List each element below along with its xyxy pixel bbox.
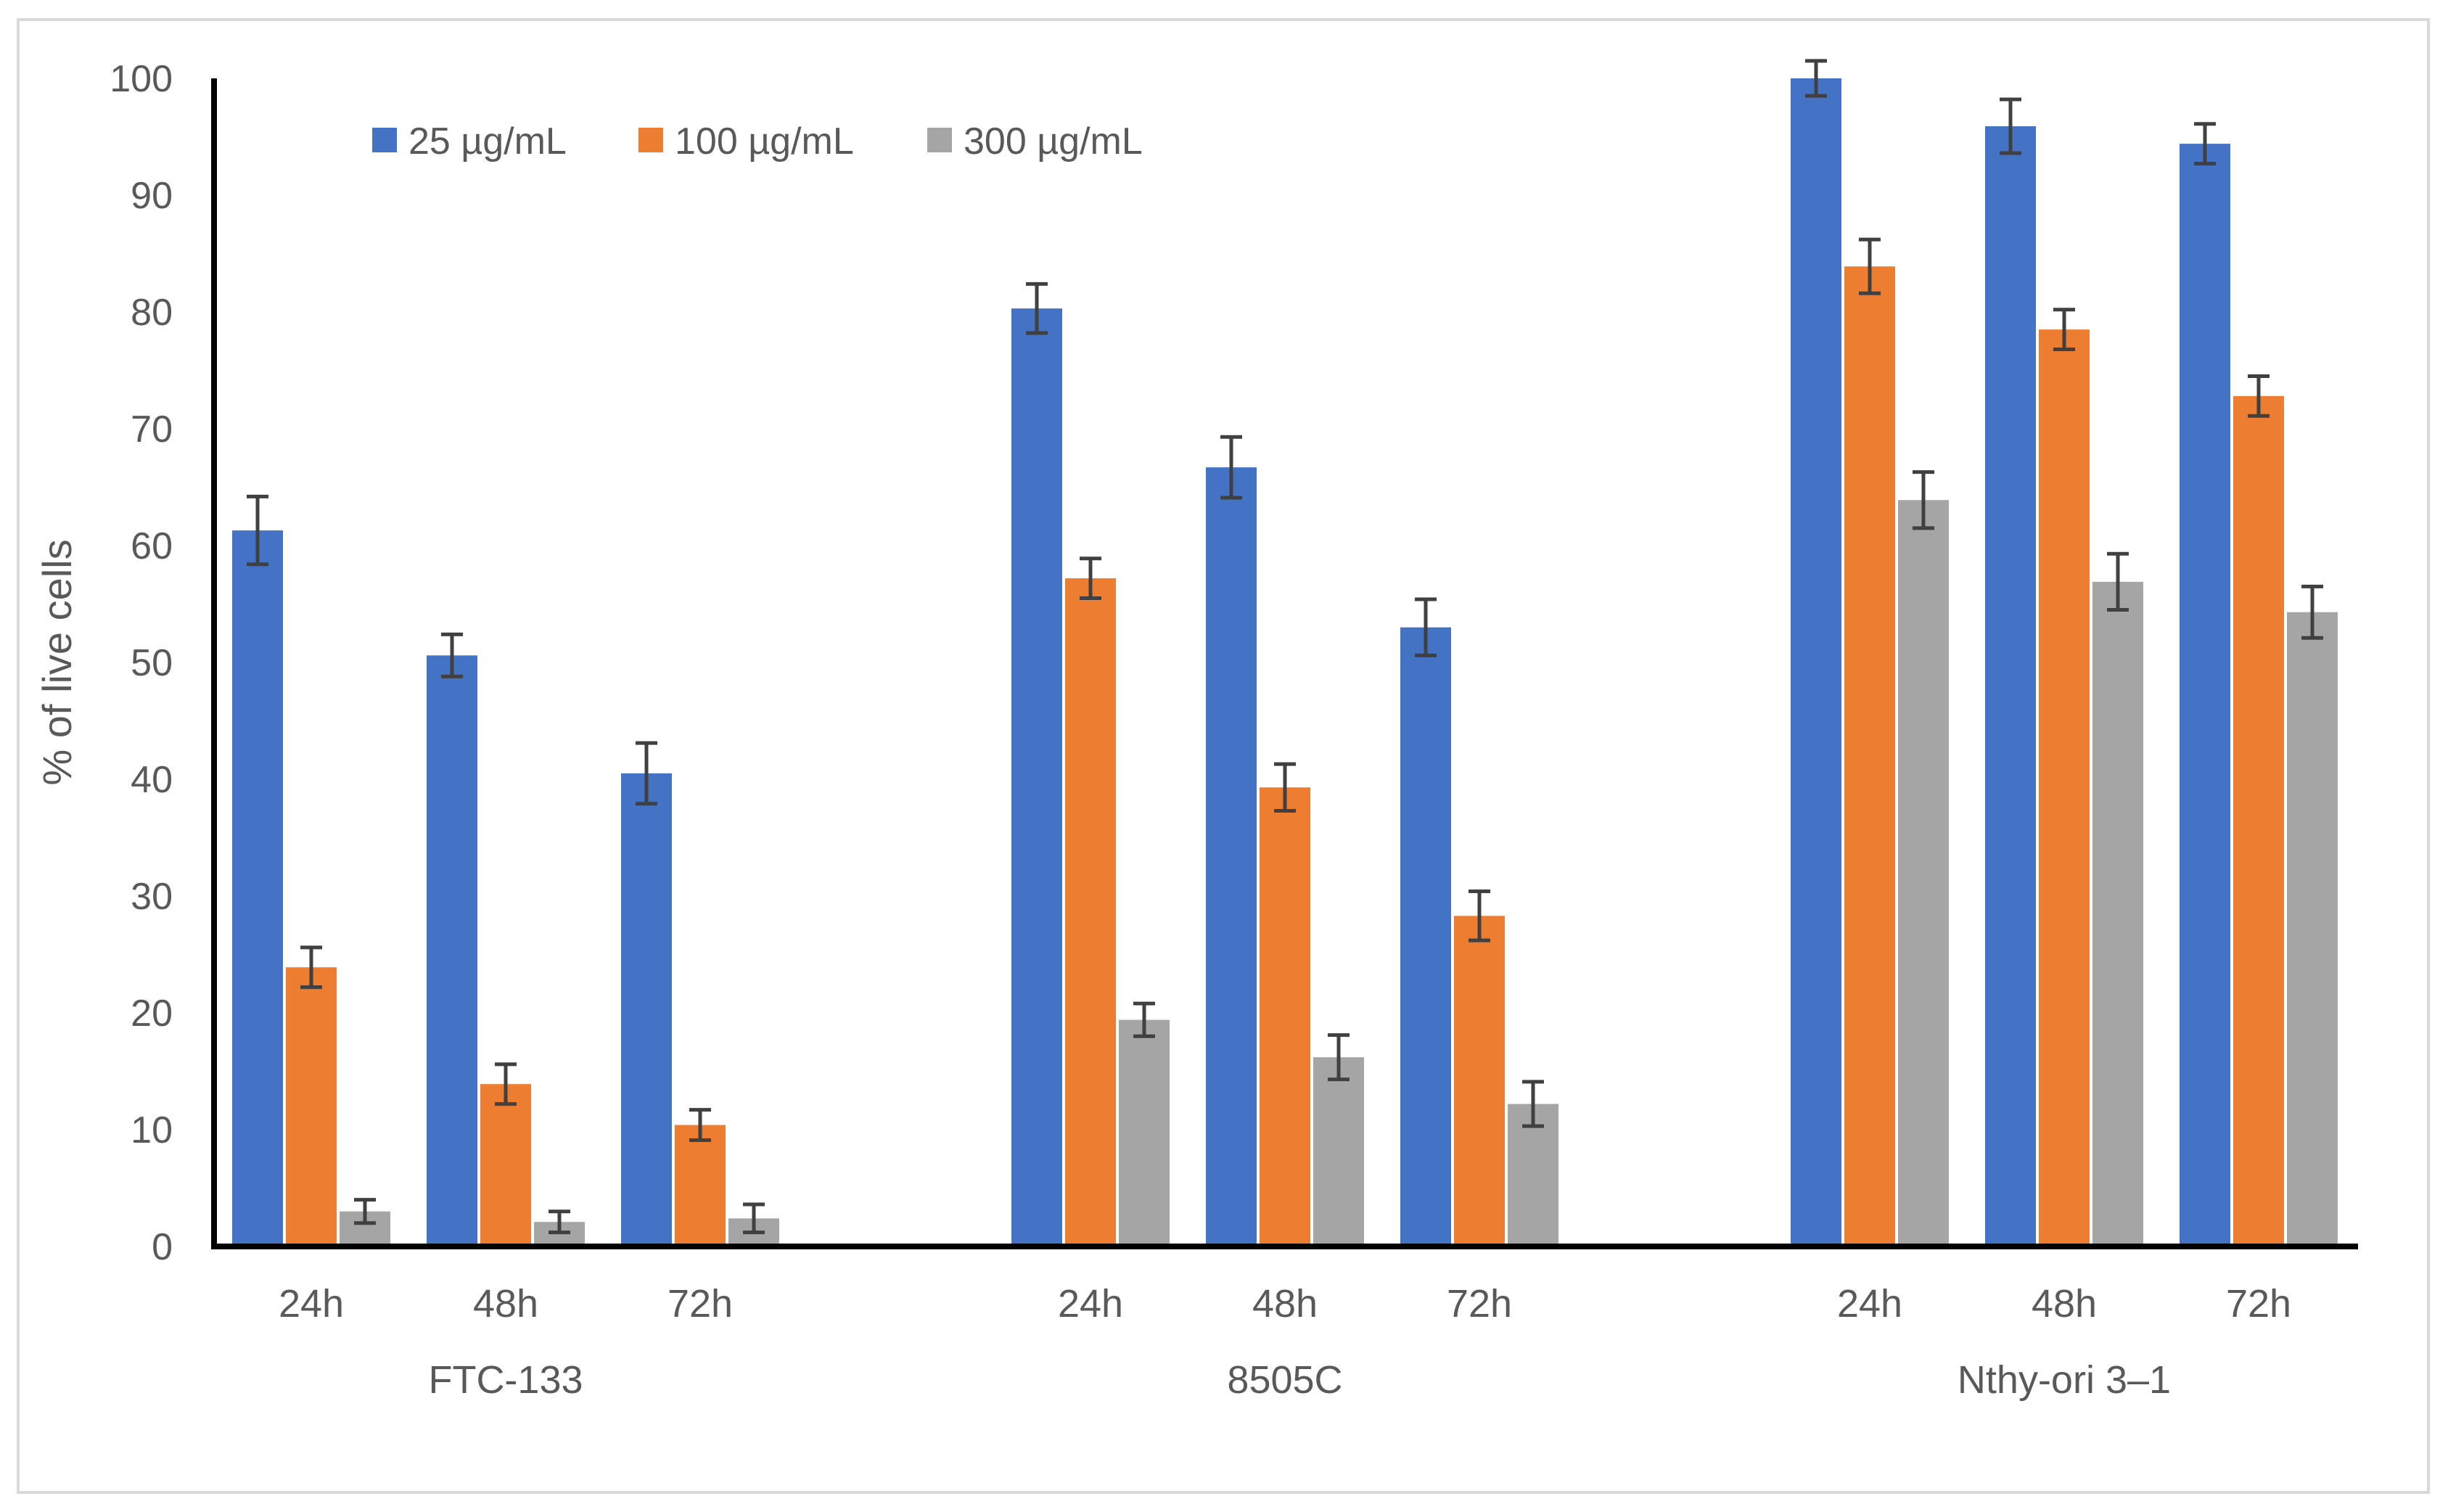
bar: [1206, 467, 1257, 1246]
bar: [286, 967, 337, 1246]
bar: [1065, 578, 1116, 1246]
group-label: 8505C: [1227, 1358, 1342, 1402]
bar: [1400, 627, 1451, 1246]
y-tick-label: 60: [131, 525, 173, 567]
x-tick-label: 72h: [2226, 1282, 2291, 1326]
y-tick-label: 10: [131, 1109, 173, 1151]
legend-swatch: [927, 128, 952, 152]
bar: [675, 1125, 726, 1246]
bar: [2287, 612, 2338, 1246]
x-tick-label: 24h: [1837, 1282, 1902, 1326]
bar: [1791, 78, 1841, 1246]
y-tick-label: 90: [131, 175, 173, 217]
bar: [1119, 1019, 1170, 1246]
bars-layer: [232, 78, 2338, 1247]
legend: 25 µg/mL 100 µg/mL 300 µg/mL: [372, 120, 1143, 163]
y-tick-labels: 0 10 20 30 40 50 60 70 80 90 100: [110, 58, 173, 1268]
bar: [427, 655, 477, 1246]
legend-swatch: [638, 128, 663, 152]
x-tick-label: 72h: [1447, 1282, 1512, 1326]
group-label: FTC-133: [428, 1358, 583, 1402]
y-axis-label: % of live cells: [34, 539, 80, 785]
bar: [2039, 329, 2090, 1246]
legend-swatch: [372, 128, 397, 152]
bar: [1844, 266, 1895, 1247]
legend-label: 300 µg/mL: [964, 120, 1143, 163]
bar: [2180, 144, 2230, 1246]
y-tick-label: 50: [131, 642, 173, 684]
x-tick-label: 48h: [2032, 1282, 2097, 1326]
bar: [480, 1084, 531, 1246]
y-tick-label: 30: [131, 876, 173, 918]
legend-label: 25 µg/mL: [408, 120, 567, 163]
bar: [621, 773, 672, 1246]
y-tick-label: 100: [110, 58, 173, 100]
x-tick-label: 24h: [1058, 1282, 1123, 1326]
x-tick-labels: 24h 48h 72h 24h 48h 72h 24h 48h 72h: [279, 1282, 2291, 1326]
bar: [2233, 395, 2284, 1247]
y-tick-label: 80: [131, 292, 173, 334]
x-tick-label: 24h: [279, 1282, 344, 1326]
x-tick-label: 48h: [473, 1282, 538, 1326]
legend-label: 100 µg/mL: [675, 120, 854, 163]
group-labels: FTC-133 8505C Nthy-ori 3–1: [428, 1358, 2171, 1402]
bar: [1454, 916, 1505, 1246]
y-tick-label: 40: [131, 759, 173, 801]
x-tick-label: 48h: [1252, 1282, 1318, 1326]
bar: [1260, 787, 1310, 1246]
y-tick-label: 70: [131, 408, 173, 451]
bar: [1985, 126, 2036, 1246]
x-tick-label: 72h: [668, 1282, 733, 1326]
error-bars-layer: [247, 59, 2323, 1235]
group-label: Nthy-ori 3–1: [1958, 1358, 2171, 1402]
bar: [1313, 1057, 1364, 1246]
bar: [2092, 581, 2143, 1246]
bar: [1011, 308, 1062, 1246]
bar: [1898, 500, 1949, 1247]
bar: [232, 530, 283, 1246]
y-tick-label: 0: [152, 1226, 173, 1268]
y-tick-label: 20: [131, 993, 173, 1035]
